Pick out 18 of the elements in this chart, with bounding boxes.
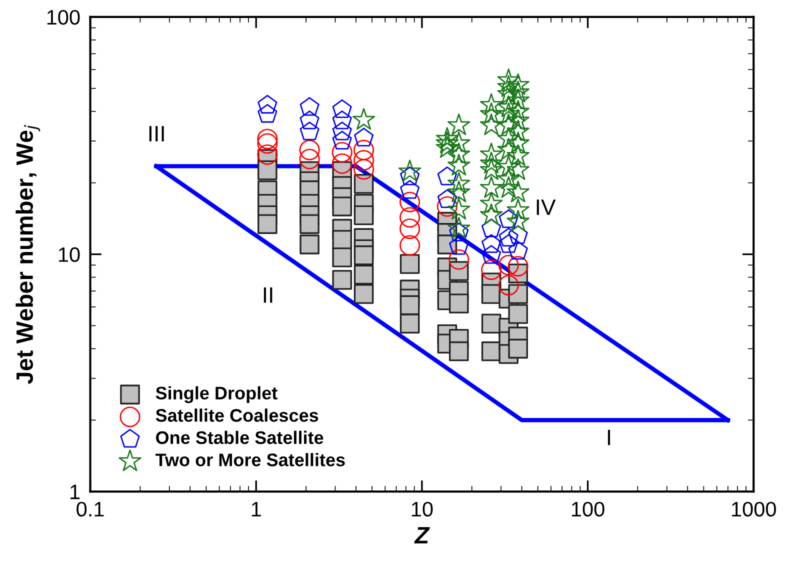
annotation: I: [608, 430, 610, 446]
x-tick-label: 0.1: [76, 502, 104, 517]
x-axis-title: Z: [414, 527, 430, 544]
legend-label: Single Droplet: [156, 386, 278, 404]
x-tick-label: 1: [252, 502, 261, 516]
x-tick-label: 10: [412, 502, 433, 517]
x-tick-label: 100: [572, 502, 604, 517]
y-tick-label: 100: [47, 10, 80, 25]
legend-label: Satellite Coalesces: [156, 408, 318, 422]
x-tick-label: 1000: [732, 502, 776, 517]
legend-label: Two or More Satellites: [155, 453, 345, 466]
annotation: IV: [536, 200, 556, 215]
y-tick-label: 10: [58, 247, 80, 262]
y-axis-title: Jet Weber number, We$_{j}$: [16, 125, 40, 384]
annotation: II: [264, 287, 272, 303]
y-tick-label: 1: [70, 484, 80, 500]
legend-label: One Stable Satellite: [156, 430, 324, 444]
annotation: III: [149, 126, 164, 142]
